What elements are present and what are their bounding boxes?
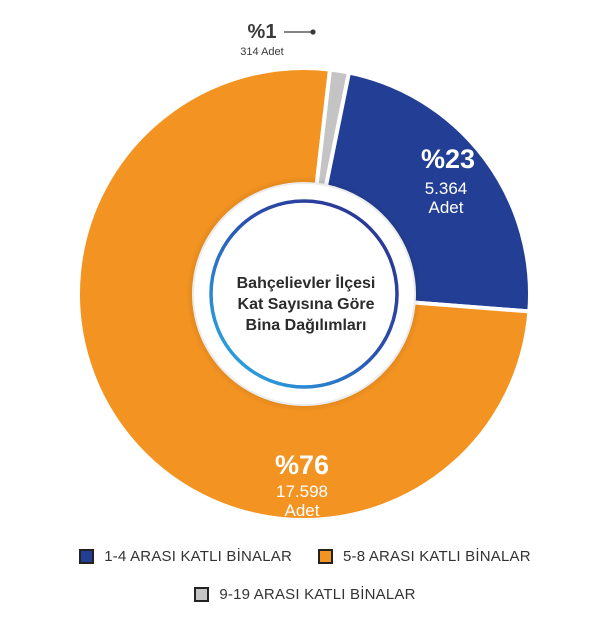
legend-item-5-8: 5-8 ARASI KATLI BİNALAR <box>318 548 531 565</box>
legend-item-9-19: 9-19 ARASI KATLI BİNALAR <box>194 586 415 603</box>
slice-5-8-count-label: 17.598 <box>276 482 328 501</box>
slice-1-4-count-label: 5.364 <box>425 179 468 198</box>
legend-swatch-9-19 <box>194 587 210 602</box>
legend-swatch-5-8 <box>318 549 333 564</box>
slice-1-4-percent-label: %23 <box>421 144 475 174</box>
slice-9-19-count-label: 314 Adet <box>240 46 283 58</box>
slice-5-8-percent-label: %76 <box>275 450 329 480</box>
legend-row-1: 1-4 ARASI KATLI BİNALAR 5-8 ARASI KATLI … <box>0 548 610 565</box>
center-ring <box>209 199 399 389</box>
chart-title-line-1: Bahçelievler İlçesi <box>237 274 376 292</box>
legend-item-1-4: 1-4 ARASI KATLI BİNALAR <box>79 548 292 565</box>
slice-9-19-percent-label: %1 <box>248 21 277 43</box>
chart-title-line-2: Kat Sayısına Göre <box>238 296 375 313</box>
legend-label-9-19: 9-19 ARASI KATLI BİNALAR <box>219 586 416 603</box>
center-hole <box>194 184 414 404</box>
legend-label-1-4: 1-4 ARASI KATLI BİNALAR <box>104 548 292 565</box>
legend-label-5-8: 5-8 ARASI KATLI BİNALAR <box>343 548 531 565</box>
slice-1-4-unit-label: Adet <box>429 198 464 217</box>
chart-title-line-3: Bina Dağılımları <box>246 317 367 334</box>
slice-9-19-leader-dot <box>310 29 316 35</box>
legend-row-2: 9-19 ARASI KATLI BİNALAR <box>0 586 610 603</box>
legend-swatch-1-4 <box>79 549 95 564</box>
slice-5-8-unit-label: Adet <box>285 501 320 520</box>
